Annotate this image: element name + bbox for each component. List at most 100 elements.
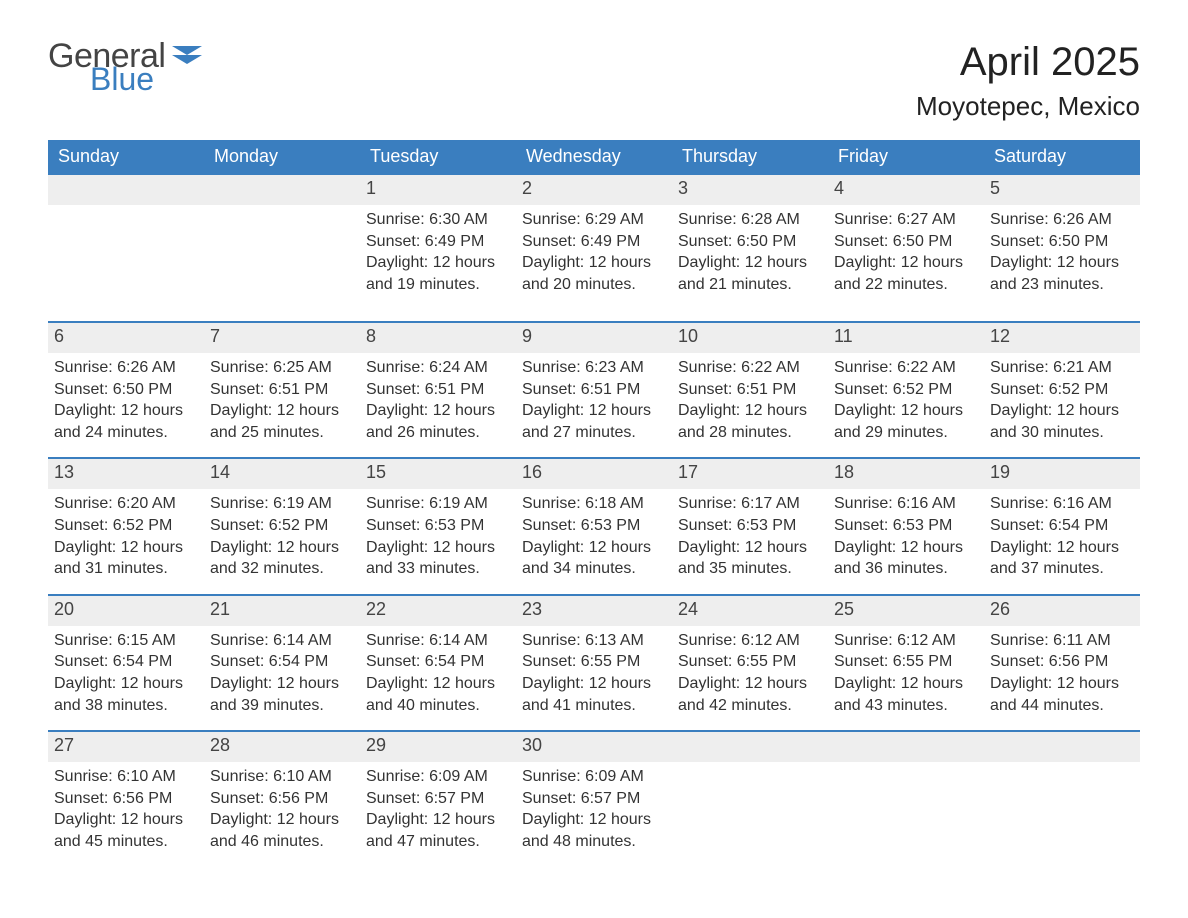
day-body: Sunrise: 6:16 AMSunset: 6:54 PMDaylight:… [984,489,1140,593]
daylight-line: Daylight: 12 hoursand 48 minutes. [522,809,666,852]
calendar-cell: 23Sunrise: 6:13 AMSunset: 6:55 PMDayligh… [516,594,672,730]
daylight-line: Daylight: 12 hoursand 25 minutes. [210,400,354,443]
sunrise-line: Sunrise: 6:19 AM [366,493,510,515]
calendar-cell: 20Sunrise: 6:15 AMSunset: 6:54 PMDayligh… [48,594,204,730]
sunset-line: Sunset: 6:53 PM [522,515,666,537]
sunrise-line: Sunrise: 6:12 AM [834,630,978,652]
sunset-line: Sunset: 6:54 PM [54,651,198,673]
sunset-line: Sunset: 6:52 PM [210,515,354,537]
daylight-line: Daylight: 12 hoursand 46 minutes. [210,809,354,852]
sunrise-line: Sunrise: 6:14 AM [366,630,510,652]
daylight-line: Daylight: 12 hoursand 32 minutes. [210,537,354,580]
sunrise-line: Sunrise: 6:22 AM [678,357,822,379]
sunrise-line: Sunrise: 6:28 AM [678,209,822,231]
sunrise-line: Sunrise: 6:09 AM [522,766,666,788]
daylight-line: Daylight: 12 hoursand 19 minutes. [366,252,510,295]
sunset-line: Sunset: 6:53 PM [834,515,978,537]
sunrise-line: Sunrise: 6:30 AM [366,209,510,231]
calendar-cell: 21Sunrise: 6:14 AMSunset: 6:54 PMDayligh… [204,594,360,730]
day-body: Sunrise: 6:10 AMSunset: 6:56 PMDaylight:… [48,762,204,866]
sunset-line: Sunset: 6:54 PM [990,515,1134,537]
page-subtitle: Moyotepec, Mexico [916,91,1140,122]
day-body: Sunrise: 6:22 AMSunset: 6:52 PMDaylight:… [828,353,984,457]
calendar-cell: 19Sunrise: 6:16 AMSunset: 6:54 PMDayligh… [984,457,1140,593]
calendar-cell: 1Sunrise: 6:30 AMSunset: 6:49 PMDaylight… [360,173,516,321]
calendar-cell [48,173,204,321]
calendar-cell: 24Sunrise: 6:12 AMSunset: 6:55 PMDayligh… [672,594,828,730]
day-number: 18 [828,457,984,489]
title-block: April 2025 Moyotepec, Mexico [916,40,1140,122]
sunset-line: Sunset: 6:52 PM [834,379,978,401]
day-number: 24 [672,594,828,626]
day-body: Sunrise: 6:13 AMSunset: 6:55 PMDaylight:… [516,626,672,730]
day-body: Sunrise: 6:14 AMSunset: 6:54 PMDaylight:… [360,626,516,730]
sunset-line: Sunset: 6:51 PM [366,379,510,401]
sunrise-line: Sunrise: 6:14 AM [210,630,354,652]
sunset-line: Sunset: 6:52 PM [54,515,198,537]
day-body: Sunrise: 6:12 AMSunset: 6:55 PMDaylight:… [828,626,984,730]
day-number: 30 [516,730,672,762]
sunset-line: Sunset: 6:56 PM [210,788,354,810]
daylight-line: Daylight: 12 hoursand 31 minutes. [54,537,198,580]
sunset-line: Sunset: 6:56 PM [990,651,1134,673]
day-body: Sunrise: 6:14 AMSunset: 6:54 PMDaylight:… [204,626,360,730]
daylight-line: Daylight: 12 hoursand 37 minutes. [990,537,1134,580]
sunrise-line: Sunrise: 6:16 AM [834,493,978,515]
day-body: Sunrise: 6:24 AMSunset: 6:51 PMDaylight:… [360,353,516,457]
sunset-line: Sunset: 6:56 PM [54,788,198,810]
sunrise-line: Sunrise: 6:23 AM [522,357,666,379]
sunrise-line: Sunrise: 6:10 AM [210,766,354,788]
sunset-line: Sunset: 6:50 PM [678,231,822,253]
calendar-cell: 7Sunrise: 6:25 AMSunset: 6:51 PMDaylight… [204,321,360,457]
brand-logo: General Blue [48,40,202,95]
daylight-line: Daylight: 12 hoursand 38 minutes. [54,673,198,716]
calendar-cell: 12Sunrise: 6:21 AMSunset: 6:52 PMDayligh… [984,321,1140,457]
sunrise-line: Sunrise: 6:16 AM [990,493,1134,515]
sunrise-line: Sunrise: 6:19 AM [210,493,354,515]
calendar-cell: 14Sunrise: 6:19 AMSunset: 6:52 PMDayligh… [204,457,360,593]
day-number [48,173,204,205]
sunset-line: Sunset: 6:55 PM [834,651,978,673]
calendar-cell: 8Sunrise: 6:24 AMSunset: 6:51 PMDaylight… [360,321,516,457]
day-body: Sunrise: 6:21 AMSunset: 6:52 PMDaylight:… [984,353,1140,457]
sunrise-line: Sunrise: 6:12 AM [678,630,822,652]
day-number: 12 [984,321,1140,353]
daylight-line: Daylight: 12 hoursand 36 minutes. [834,537,978,580]
daylight-line: Daylight: 12 hoursand 22 minutes. [834,252,978,295]
calendar-cell: 15Sunrise: 6:19 AMSunset: 6:53 PMDayligh… [360,457,516,593]
day-body [828,762,984,878]
sunset-line: Sunset: 6:49 PM [522,231,666,253]
daylight-line: Daylight: 12 hoursand 28 minutes. [678,400,822,443]
sunrise-line: Sunrise: 6:17 AM [678,493,822,515]
calendar-cell: 17Sunrise: 6:17 AMSunset: 6:53 PMDayligh… [672,457,828,593]
dow-header: Wednesday [516,140,672,173]
calendar-cell: 16Sunrise: 6:18 AMSunset: 6:53 PMDayligh… [516,457,672,593]
daylight-line: Daylight: 12 hoursand 45 minutes. [54,809,198,852]
sunrise-line: Sunrise: 6:21 AM [990,357,1134,379]
day-body [672,762,828,878]
day-number: 19 [984,457,1140,489]
day-number: 1 [360,173,516,205]
day-body: Sunrise: 6:15 AMSunset: 6:54 PMDaylight:… [48,626,204,730]
sunrise-line: Sunrise: 6:11 AM [990,630,1134,652]
dow-header: Thursday [672,140,828,173]
sunrise-line: Sunrise: 6:20 AM [54,493,198,515]
daylight-line: Daylight: 12 hoursand 47 minutes. [366,809,510,852]
day-number: 5 [984,173,1140,205]
day-body: Sunrise: 6:17 AMSunset: 6:53 PMDaylight:… [672,489,828,593]
day-number: 8 [360,321,516,353]
calendar-cell: 10Sunrise: 6:22 AMSunset: 6:51 PMDayligh… [672,321,828,457]
day-number: 25 [828,594,984,626]
daylight-line: Daylight: 12 hoursand 40 minutes. [366,673,510,716]
sunset-line: Sunset: 6:50 PM [54,379,198,401]
sunrise-line: Sunrise: 6:29 AM [522,209,666,231]
sunset-line: Sunset: 6:52 PM [990,379,1134,401]
day-body: Sunrise: 6:19 AMSunset: 6:53 PMDaylight:… [360,489,516,593]
sunset-line: Sunset: 6:55 PM [522,651,666,673]
calendar-cell: 13Sunrise: 6:20 AMSunset: 6:52 PMDayligh… [48,457,204,593]
calendar-cell: 6Sunrise: 6:26 AMSunset: 6:50 PMDaylight… [48,321,204,457]
day-body: Sunrise: 6:10 AMSunset: 6:56 PMDaylight:… [204,762,360,866]
day-number: 3 [672,173,828,205]
day-number: 7 [204,321,360,353]
calendar-cell: 18 Sunrise: 6:16 AMSunset: 6:53 PMDayligh… [828,457,984,593]
